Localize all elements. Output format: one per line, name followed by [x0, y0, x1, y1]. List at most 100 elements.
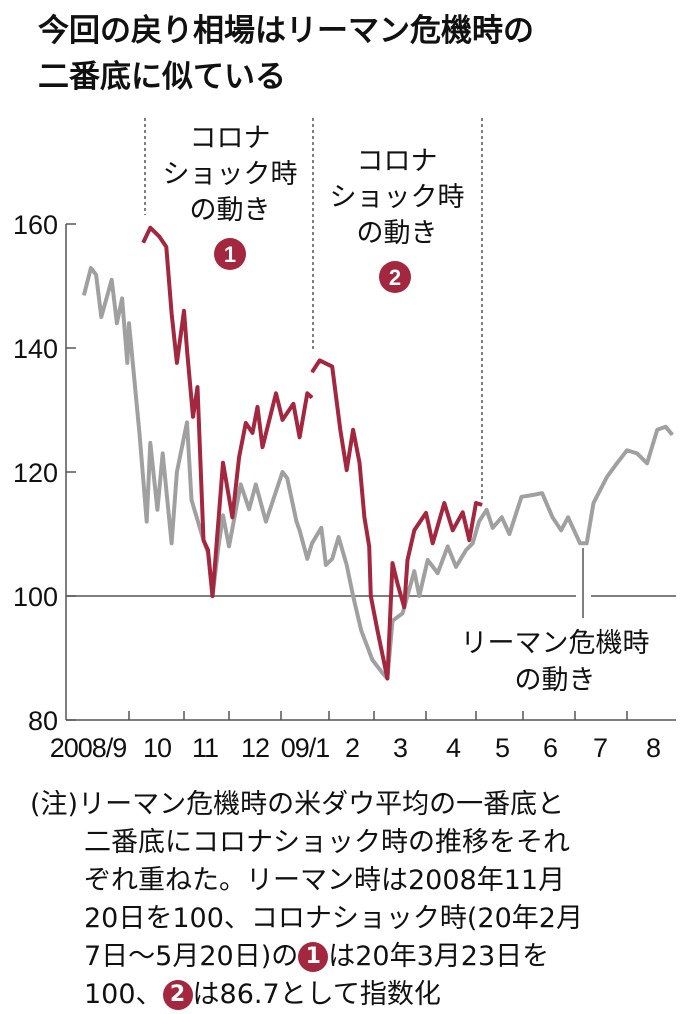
data-point: [486, 509, 488, 511]
data-point: [396, 583, 398, 585]
data-point: [475, 502, 477, 504]
title-line-1: 今回の戻り相場はリーマン危機時の: [38, 13, 534, 49]
data-point: [111, 279, 113, 281]
note-line: (注)リーマン危機時の米ダウ平均の一番底と: [30, 789, 565, 820]
data-point: [156, 509, 158, 511]
note-line: 7日～5月20日)の 1 は20年3月23日を: [30, 938, 583, 976]
x-tick-label: 4: [446, 733, 461, 763]
data-point: [222, 462, 224, 464]
x-tick-label: 8: [646, 733, 660, 763]
data-point: [592, 502, 594, 504]
y-tick-label: 160: [13, 210, 58, 240]
data-point: [126, 362, 128, 364]
data-point: [320, 527, 322, 529]
footnote: (注)リーマン危機時の米ダウ平均の一番底と 二番底にコロナショック時の推移をそれ…: [30, 786, 583, 1014]
corona1-label-line: ショック時: [163, 159, 298, 189]
data-point: [338, 536, 340, 538]
data-point: [352, 429, 354, 431]
data-point: [472, 542, 474, 544]
data-point: [508, 533, 510, 535]
corona1-badge-number: 1: [224, 242, 236, 267]
data-point: [176, 362, 178, 364]
data-point: [146, 521, 148, 523]
data-point: [371, 659, 373, 661]
data-point: [149, 442, 151, 444]
data-point: [165, 246, 167, 248]
data-point: [311, 542, 313, 544]
x-tick-label: 2: [345, 733, 359, 763]
data-point: [370, 595, 372, 597]
data-point: [186, 349, 188, 351]
data-point: [149, 227, 151, 229]
data-point: [418, 595, 420, 597]
data-point: [413, 570, 415, 572]
x-tick-label: 10: [143, 733, 171, 763]
data-point: [116, 322, 118, 324]
x-tick-label: 12: [241, 733, 269, 763]
x-tick-label: 3: [393, 733, 407, 763]
data-point: [240, 483, 242, 485]
data-point: [386, 677, 388, 679]
data-point: [447, 545, 449, 547]
corona-series-line-2: [310, 358, 483, 681]
data-point: [282, 419, 284, 421]
data-point: [207, 549, 209, 551]
data-point: [83, 294, 85, 296]
data-point: [319, 359, 321, 361]
note-line: 二番底にコロナショック時の推移をそれ: [84, 827, 570, 858]
x-tick-label: 11: [192, 733, 218, 763]
data-point: [255, 483, 257, 485]
data-point: [560, 529, 562, 531]
data-point: [492, 527, 494, 529]
data-point: [162, 452, 164, 454]
data-point: [139, 434, 141, 436]
note-text: 7日～5月20日)の: [84, 941, 299, 972]
note-line: 100、 2 は86.7として指数化: [30, 976, 583, 1014]
data-point: [212, 595, 213, 597]
lehman-label-line: の動き: [515, 665, 596, 695]
note-text: は86.7として指数化: [192, 979, 441, 1010]
data-point: [346, 469, 348, 471]
data-point: [171, 542, 173, 544]
data-point: [262, 446, 264, 448]
y-tick-label: 140: [13, 334, 58, 364]
y-tick-label: 100: [13, 582, 58, 612]
y-tick-label: 120: [13, 458, 58, 488]
data-point: [381, 672, 383, 674]
data-point: [158, 235, 160, 237]
data-point: [183, 310, 185, 312]
data-point: [311, 397, 313, 399]
data-point: [407, 559, 409, 561]
data-point: [532, 494, 534, 496]
data-point: [626, 449, 628, 451]
corona2-label-line: ショック時: [330, 182, 465, 212]
data-point: [427, 559, 429, 561]
lehman-series-line: [81, 266, 674, 681]
data-point: [462, 511, 464, 513]
y-tick-label: 80: [28, 706, 58, 736]
data-point: [656, 429, 658, 431]
chart-title: 今回の戻り相場はリーマン危機時の 二番底に似ている: [38, 8, 534, 100]
note-badge-1: 1: [298, 942, 329, 972]
data-point: [331, 558, 333, 560]
data-point: [292, 403, 294, 405]
data-point: [331, 366, 333, 368]
lehman-label: リーマン危機時 の動き: [461, 628, 650, 695]
data-point: [636, 452, 638, 454]
data-point: [306, 558, 308, 560]
data-point: [222, 514, 224, 516]
data-point: [171, 312, 173, 314]
data-point: [403, 606, 405, 608]
corona2-label: コロナ ショック時 の動き 2: [330, 146, 465, 293]
data-point: [452, 529, 454, 531]
corona-series-line-1: [141, 225, 314, 598]
data-point: [203, 539, 204, 541]
note-badge-2: 2: [162, 980, 193, 1010]
data-point: [567, 516, 569, 518]
data-point: [360, 629, 362, 631]
data-point: [425, 512, 427, 514]
data-point: [443, 502, 445, 504]
corona1-badge: [214, 238, 246, 270]
